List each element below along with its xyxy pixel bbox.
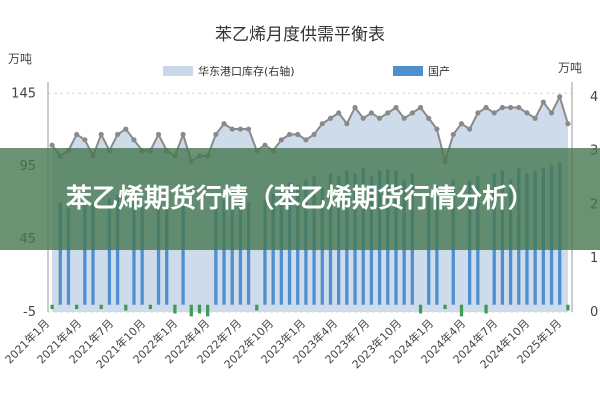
- inventory-point-52: [475, 110, 481, 116]
- inventory-point-30: [295, 131, 301, 138]
- inventory-point-58: [524, 110, 530, 116]
- inventory-point-53: [483, 104, 489, 111]
- legend-swatch-inventory: [163, 66, 193, 76]
- inventory-point-32: [311, 131, 317, 138]
- inventory-point-60: [540, 99, 546, 105]
- left-axis-unit: 万吨: [8, 52, 32, 66]
- domestic-bar-15: [173, 304, 177, 314]
- inventory-point-41: [385, 110, 391, 116]
- inventory-point-38: [360, 115, 366, 121]
- domestic-bar-17: [189, 304, 193, 317]
- domestic-bar-48: [443, 304, 447, 310]
- x-axis-ticks: 2021年1月2021年4月2021年7月2021年10月2022年1月2022…: [2, 316, 564, 371]
- inventory-point-13: [155, 131, 162, 138]
- domestic-bar-1: [58, 202, 62, 305]
- domestic-bar-3: [75, 304, 79, 310]
- domestic-bar-25: [255, 304, 259, 311]
- legend-label-inventory: 华东港口库存(右轴): [198, 64, 295, 78]
- domestic-bar-11: [140, 205, 144, 305]
- inventory-point-49: [450, 131, 456, 138]
- domestic-bar-13: [156, 199, 161, 305]
- inventory-point-44: [409, 110, 415, 116]
- right-tick-label-4: 4: [590, 90, 598, 105]
- inventory-point-59: [532, 115, 538, 121]
- domestic-bar-9: [124, 304, 128, 311]
- inventory-point-40: [376, 115, 383, 121]
- inventory-point-54: [491, 110, 497, 116]
- right-tick-label-0: 0: [590, 305, 598, 320]
- inventory-point-63: [565, 121, 571, 127]
- inventory-point-37: [352, 104, 358, 111]
- left-tick-label-0: -5: [23, 305, 36, 320]
- domestic-bar-2: [66, 208, 71, 305]
- domestic-bar-7: [107, 198, 112, 305]
- domestic-bar-45: [418, 304, 423, 314]
- domestic-bar-8: [115, 195, 120, 305]
- inventory-line-path: [51, 94, 569, 166]
- inventory-point-24: [245, 126, 252, 132]
- inventory-point-16: [180, 131, 186, 138]
- banner-text: 苯乙烯期货行情（苯乙烯期货行情分析）: [65, 184, 534, 214]
- inventory-point-47: [434, 126, 440, 132]
- inventory-point-36: [344, 121, 350, 127]
- domestic-bar-6: [99, 304, 103, 310]
- left-tick-label-3: 145: [11, 86, 36, 101]
- inventory-point-46: [426, 115, 432, 121]
- inventory-point-3: [74, 131, 80, 138]
- domestic-bar-0: [50, 304, 54, 310]
- inventory-point-29: [286, 131, 293, 138]
- inventory-point-43: [401, 115, 407, 121]
- inventory-point-23: [237, 126, 244, 132]
- domestic-bar-20: [214, 204, 218, 305]
- inventory-point-61: [548, 110, 555, 116]
- domestic-bar-26: [263, 199, 267, 305]
- inventory-point-33: [319, 121, 325, 127]
- right-axis-unit: 万吨: [558, 61, 582, 75]
- domestic-bar-5: [91, 202, 95, 305]
- inventory-point-34: [327, 115, 334, 121]
- inventory-point-0: [49, 142, 55, 148]
- inventory-point-26: [262, 142, 268, 148]
- domestic-bar-24: [246, 202, 251, 305]
- inventory-point-50: [458, 121, 465, 127]
- domestic-bar-46: [427, 195, 431, 305]
- inventory-point-22: [229, 126, 235, 132]
- inventory-point-51: [467, 126, 473, 132]
- inventory-point-21: [221, 121, 227, 127]
- domestic-bar-23: [238, 196, 243, 305]
- inventory-point-20: [213, 131, 219, 138]
- domestic-bar-63: [566, 304, 570, 311]
- domestic-bar-12: [148, 304, 152, 310]
- inventory-point-31: [303, 137, 309, 143]
- chart-title: 苯乙烯月度供需平衡表: [215, 25, 385, 45]
- domestic-bar-16: [181, 202, 185, 305]
- inventory-point-57: [516, 104, 522, 111]
- right-tick-label-1: 1: [590, 251, 598, 266]
- inventory-point-39: [368, 110, 375, 116]
- inventory-point-55: [499, 104, 506, 111]
- inventory-point-6: [98, 131, 104, 138]
- domestic-bar-14: [165, 196, 169, 305]
- domestic-bar-10: [132, 202, 136, 305]
- legend-label-domestic: 国产: [428, 64, 450, 78]
- legend: 华东港口库存(右轴) 国产: [163, 64, 450, 78]
- domestic-bar-50: [459, 304, 464, 317]
- inventory-point-9: [123, 126, 129, 132]
- title-banner: 苯乙烯期货行情（苯乙烯期货行情分析）: [0, 148, 600, 250]
- domestic-bar-19: [206, 304, 210, 317]
- domestic-bar-21: [222, 199, 226, 305]
- inventory-point-28: [278, 137, 284, 143]
- inventory-point-35: [336, 110, 342, 116]
- domestic-bar-53: [484, 304, 488, 314]
- inventory-point-10: [131, 137, 137, 143]
- inventory-point-8: [114, 131, 121, 138]
- inventory-point-62: [557, 94, 563, 100]
- inventory-point-45: [417, 104, 424, 111]
- inventory-point-4: [82, 137, 88, 143]
- domestic-bar-18: [197, 304, 202, 314]
- domestic-bar-4: [83, 199, 87, 305]
- legend-swatch-domestic: [393, 66, 423, 76]
- inventory-point-42: [393, 104, 399, 111]
- inventory-point-56: [507, 104, 514, 111]
